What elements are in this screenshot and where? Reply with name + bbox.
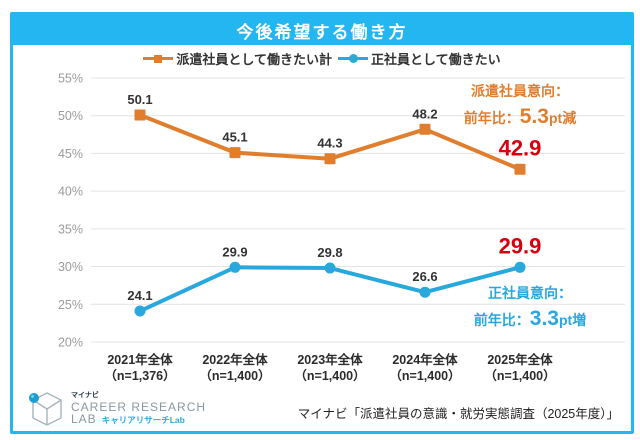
chart-card: 今後希望する働き方 派遣社員として働きたい計 正社員として働きたい 55% 50%…	[10, 12, 634, 434]
legend-label-haken: 派遣社員として働きたい計	[176, 52, 332, 67]
svg-text:（n=1,400）: （n=1,400）	[294, 368, 365, 383]
svg-text:（n=1,376）: （n=1,376）	[104, 368, 175, 383]
svg-text:2024年全体: 2024年全体	[392, 352, 458, 367]
logo-text: マイナビ CAREER RESEARCH LAB キャリアリサーチLab	[71, 392, 206, 426]
annotation-haken-trend: 派遣社員意向： 前年比：5.3pt減	[425, 82, 615, 131]
svg-text:50.1: 50.1	[127, 92, 152, 107]
logo-brand-small: マイナビ	[71, 392, 99, 400]
svg-text:（n=1,400）: （n=1,400）	[389, 368, 460, 383]
chart-title-bar: 今後希望する働き方	[13, 15, 631, 45]
line-chart: 55% 50% 45% 40% 35% 30% 25% 20% 50.1 45.1 44.3 48.2…	[58, 72, 625, 383]
logo-line2-sub: キャリアリサーチLab	[101, 415, 185, 426]
svg-text:26.6: 26.6	[412, 269, 437, 284]
footer: マイナビ CAREER RESEARCH LAB キャリアリサーチLab マイナ…	[13, 390, 631, 436]
svg-text:24.1: 24.1	[127, 288, 152, 303]
mynavi-cube-icon	[29, 392, 62, 426]
chart-title: 今後希望する働き方	[236, 22, 408, 42]
svg-text:（n=1,400）: （n=1,400）	[484, 368, 555, 383]
legend: 派遣社員として働きたい計 正社員として働きたい	[13, 45, 631, 72]
svg-text:35%: 35%	[58, 222, 83, 236]
svg-text:45%: 45%	[58, 147, 83, 161]
svg-text:42.9: 42.9	[499, 135, 542, 160]
svg-text:30%: 30%	[58, 260, 83, 274]
logo-line1: CAREER RESEARCH	[71, 399, 207, 414]
svg-text:2023年全体: 2023年全体	[297, 352, 363, 367]
svg-text:2025年全体: 2025年全体	[487, 352, 553, 367]
annotation-haken-line1: 派遣社員意向：	[471, 83, 569, 99]
svg-text:50%: 50%	[58, 109, 83, 123]
svg-text:29.8: 29.8	[317, 245, 342, 260]
svg-text:29.9: 29.9	[499, 233, 542, 258]
svg-text:25%: 25%	[58, 298, 83, 312]
svg-text:（n=1,400）: （n=1,400）	[199, 368, 270, 383]
legend-item-haken: 派遣社員として働きたい計	[143, 49, 332, 68]
svg-text:55%: 55%	[58, 72, 83, 86]
source-citation: マイナビ「派遣社員の意識・就労実態調査（2025年度）」	[297, 407, 619, 421]
annotation-seishain-trend: 正社員意向： 前年比：3.3pt増	[435, 284, 625, 333]
legend-label-seishain: 正社員として働きたい	[371, 52, 501, 67]
chart-area: 55% 50% 45% 40% 35% 30% 25% 20% 50.1 45.1 44.3 48.2…	[19, 72, 631, 390]
orange-square-series-icon	[143, 52, 174, 65]
blue-circle-series-icon	[338, 52, 368, 65]
svg-text:29.9: 29.9	[222, 244, 247, 259]
annotation-haken-line2: 前年比：5.3pt減	[463, 104, 577, 128]
annotation-seishain-line2: 前年比：3.3pt増	[473, 306, 587, 330]
legend-item-seishain: 正社員として働きたい	[338, 49, 501, 68]
annotation-seishain-line1: 正社員意向：	[488, 285, 572, 301]
svg-text:40%: 40%	[58, 185, 83, 199]
svg-text:20%: 20%	[58, 335, 83, 349]
svg-text:2021年全体: 2021年全体	[107, 352, 173, 367]
svg-text:2022年全体: 2022年全体	[202, 352, 268, 367]
svg-text:44.3: 44.3	[317, 136, 342, 151]
svg-text:45.1: 45.1	[222, 130, 247, 145]
career-research-lab-logo: マイナビ CAREER RESEARCH LAB キャリアリサーチLab	[29, 390, 206, 428]
svg-text:48.2: 48.2	[412, 106, 437, 121]
logo-line2: LAB キャリアリサーチLab	[71, 412, 185, 427]
